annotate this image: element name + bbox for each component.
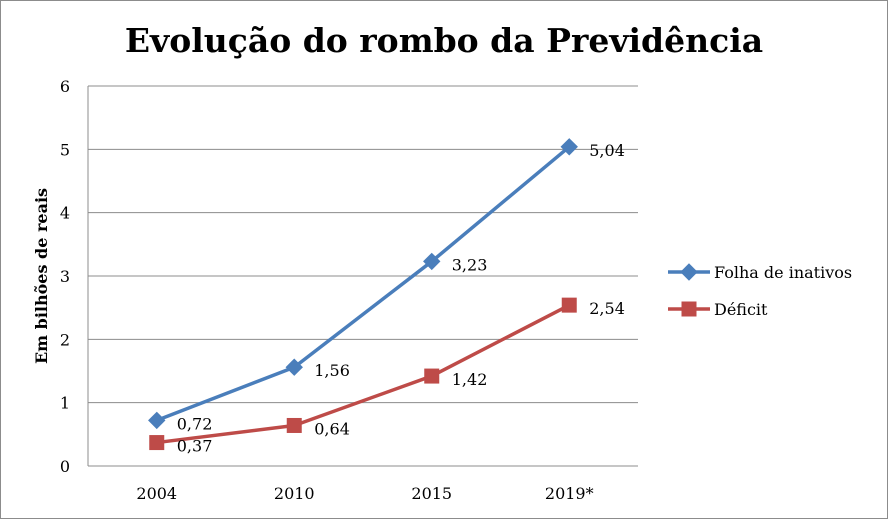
data-label-deficit: 1,42	[452, 370, 488, 389]
data-point-deficit	[561, 297, 577, 313]
data-label-deficit: 0,37	[177, 437, 213, 456]
data-point-folha-de-inativos	[423, 252, 441, 271]
data-label-deficit: 2,54	[589, 299, 625, 318]
y-tick-label: 3	[60, 267, 70, 286]
x-tick-label: 2019*	[545, 484, 594, 503]
legend-marker-deficit	[681, 301, 697, 317]
x-tick-label: 2015	[411, 484, 452, 503]
x-tick-label: 2010	[274, 484, 315, 503]
series-line-deficit	[156, 303, 571, 445]
data-point-deficit	[149, 435, 165, 451]
y-tick-label: 1	[60, 394, 70, 413]
chart-title: Evolução do rombo da Previdência	[125, 21, 763, 60]
y-tick-label: 2	[60, 330, 70, 349]
legend-label-deficit: Déficit	[714, 300, 768, 319]
y-tick-label: 4	[60, 204, 70, 223]
data-label-deficit: 0,64	[314, 419, 350, 438]
data-label-folha-de-inativos: 5,04	[589, 141, 625, 160]
data-label-folha-de-inativos: 1,56	[314, 361, 350, 380]
y-tick-label: 0	[60, 457, 70, 476]
gridlines	[88, 85, 638, 404]
data-point-folha-de-inativos	[148, 411, 166, 430]
series-layer: 0,72 1,56 3,23 5,04 0,37 0,64 1,42 2,54	[148, 138, 625, 456]
y-tick-label: 6	[60, 77, 70, 96]
data-point-folha-de-inativos	[285, 358, 303, 376]
legend-label-folha-de-inativos: Folha de inativos	[714, 263, 852, 282]
series-line-folha-de-inativos	[156, 145, 571, 423]
data-label-folha-de-inativos: 3,23	[452, 255, 488, 274]
y-axis-label: Em bilhões de reais	[32, 188, 51, 364]
axes: 0 1 2 3 4 5 6 2004 2010 2015 2019*	[60, 77, 638, 503]
y-tick-label: 5	[60, 140, 70, 159]
legend: Folha de inativos Déficit	[668, 263, 852, 319]
x-tick-label: 2004	[136, 484, 177, 503]
data-point-deficit	[286, 417, 302, 433]
data-point-folha-de-inativos	[560, 138, 578, 156]
legend-marker-folha-de-inativos	[680, 263, 698, 281]
data-label-folha-de-inativos: 0,72	[177, 414, 213, 433]
data-point-deficit	[424, 368, 440, 384]
